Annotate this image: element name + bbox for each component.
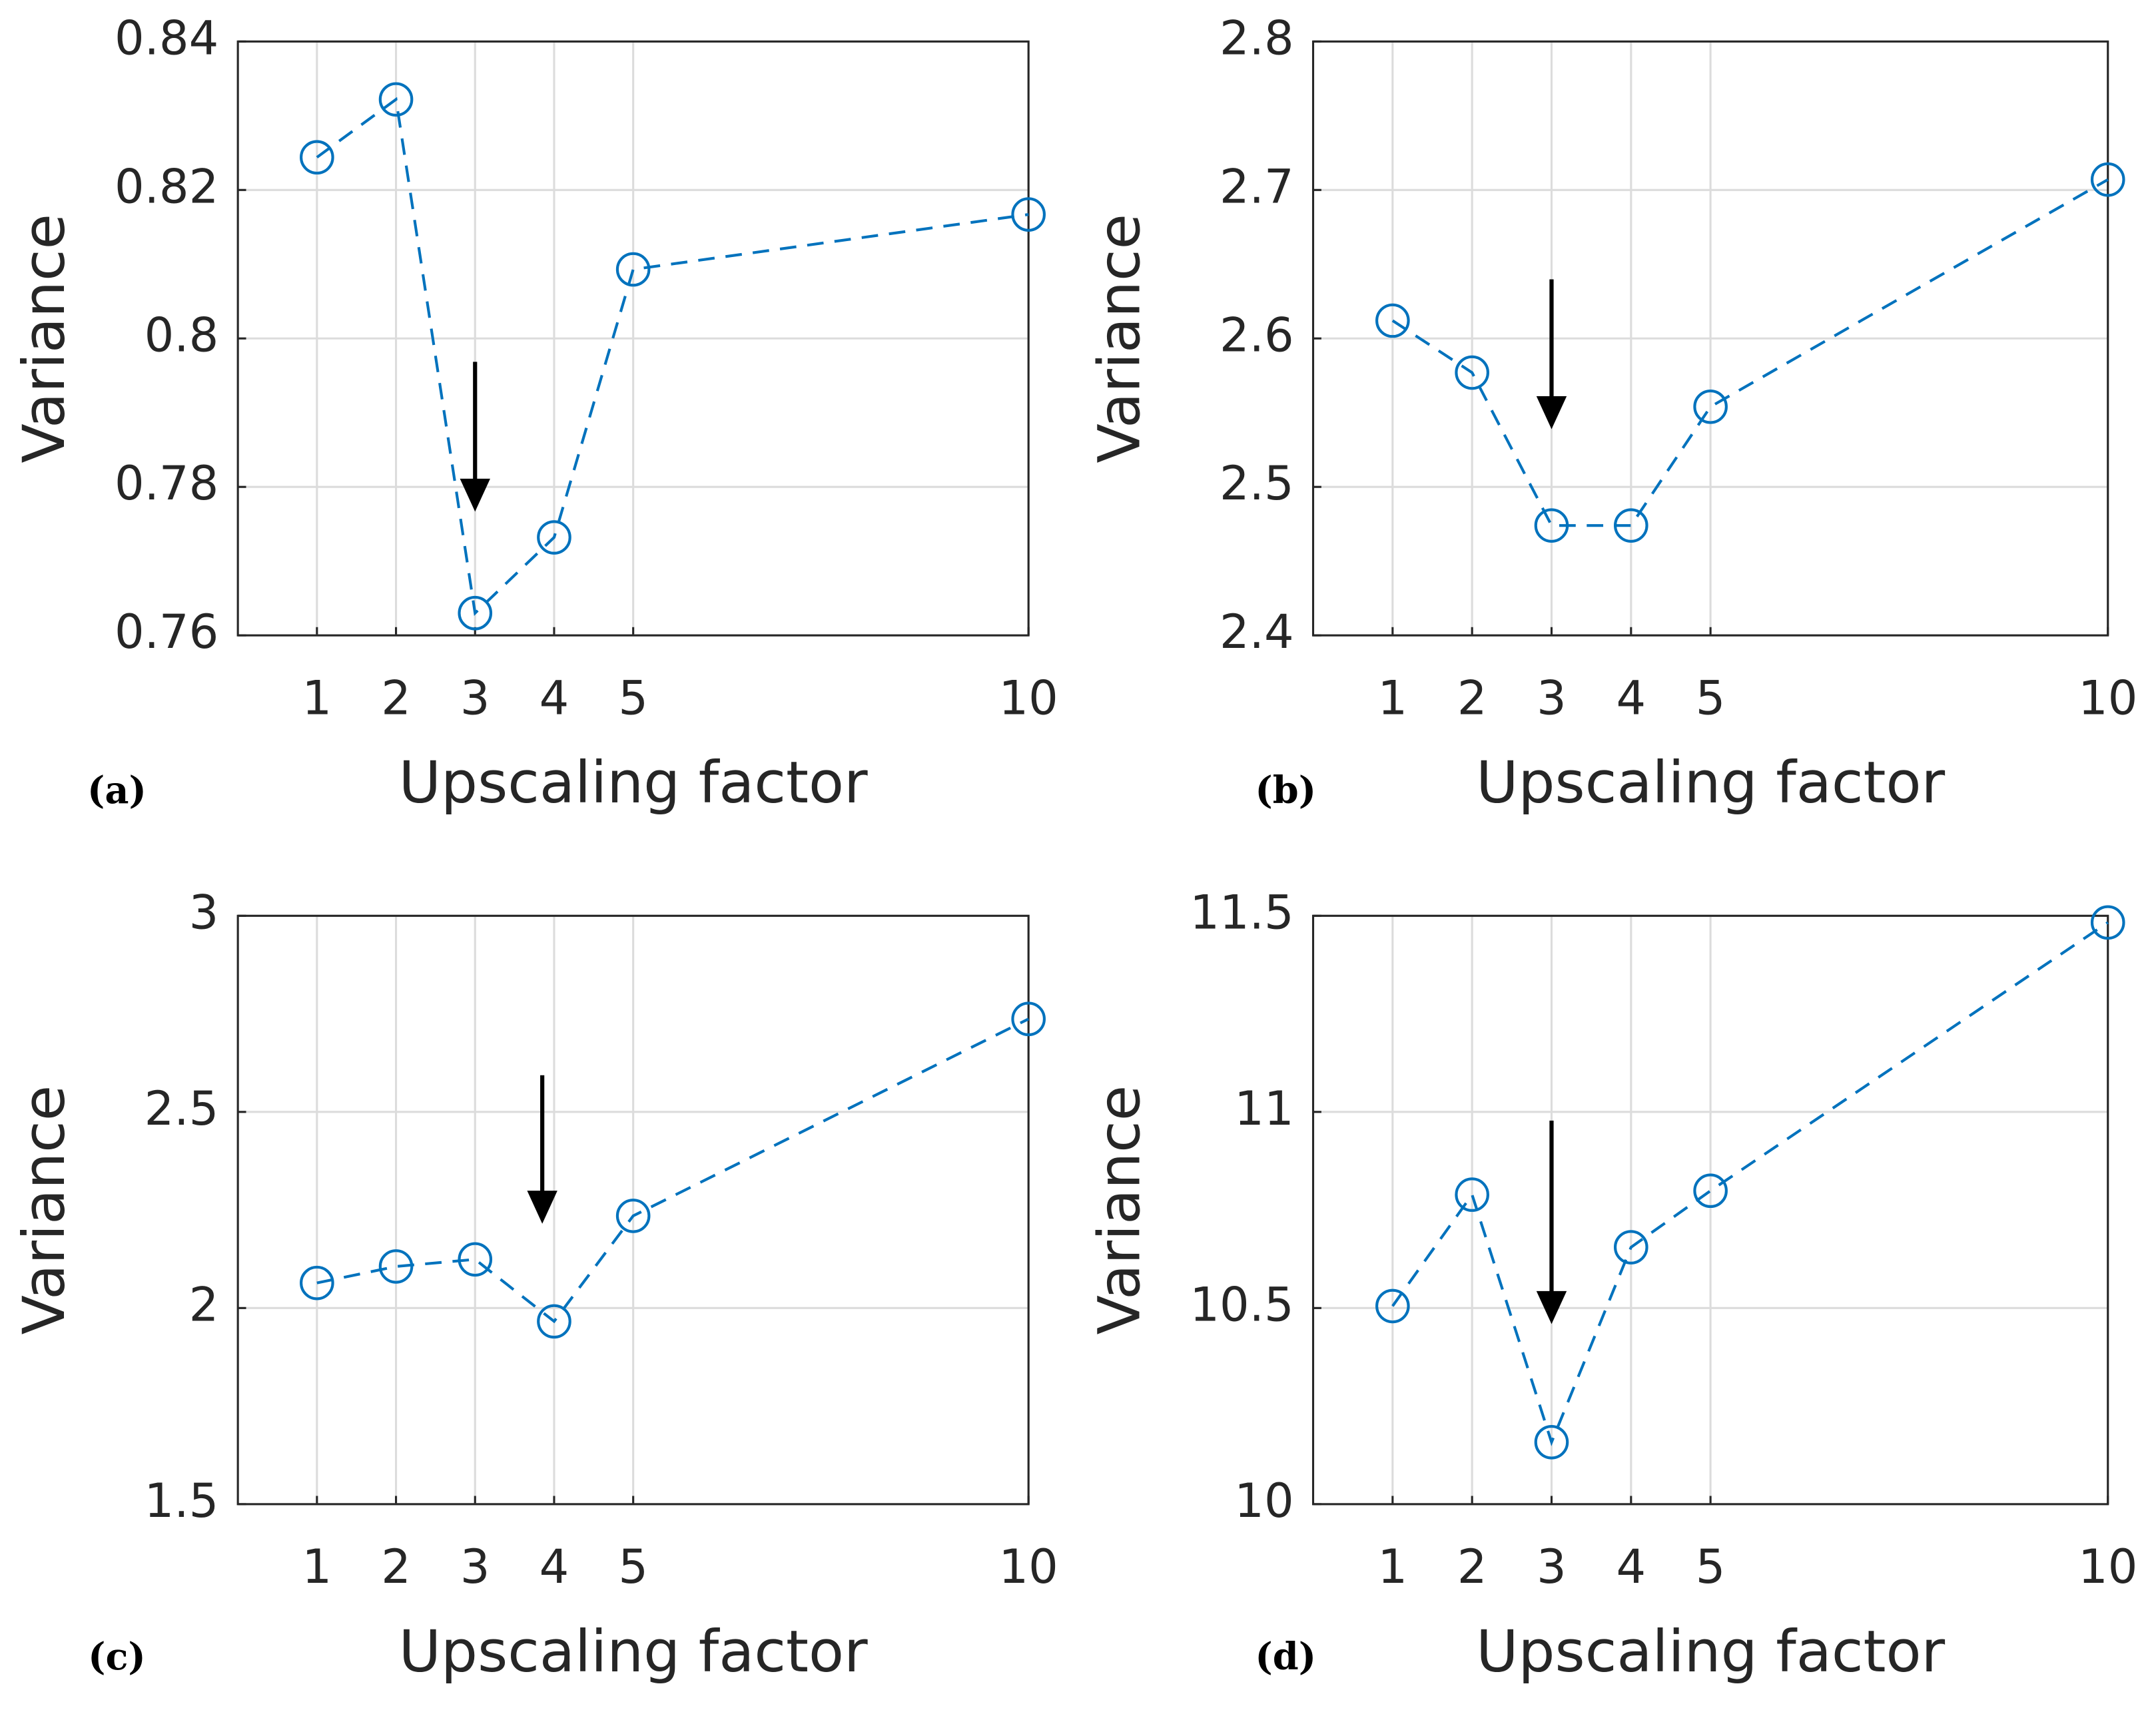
y-tick-label: 10: [1234, 1474, 1293, 1528]
data-point: [300, 1265, 334, 1300]
arrow-head: [1536, 396, 1567, 429]
y-tick-label: 10.5: [1190, 1277, 1293, 1332]
arrow-head: [527, 1191, 557, 1224]
x-tick-label: 4: [539, 671, 569, 725]
y-axis-label: Variance: [1087, 214, 1154, 463]
panel-label: (b): [1255, 769, 1316, 812]
x-axis-label: Upscaling factor: [399, 750, 868, 816]
data-point: [458, 595, 493, 631]
data-line: [1391, 921, 2109, 1446]
data-point: [1534, 508, 1569, 543]
y-axis-label: Variance: [11, 214, 78, 463]
x-tick-label: 10: [2078, 671, 2137, 725]
y-tick-label: 11: [1234, 1081, 1293, 1136]
panel-label: (a): [87, 769, 147, 812]
data-point: [1614, 508, 1648, 543]
x-tick-label: 2: [381, 1540, 411, 1594]
data-line: [316, 1017, 1030, 1324]
y-tick-label: 11.5: [1190, 885, 1293, 940]
x-tick-label: 5: [1696, 1540, 1726, 1594]
y-axis-label: Variance: [1087, 1085, 1154, 1334]
data-point: [300, 140, 334, 175]
plot-frame: [236, 914, 1030, 1506]
data-point: [2090, 162, 2125, 197]
plot-frame: [1311, 914, 2109, 1506]
panel-label: (d): [1255, 1635, 1316, 1679]
data-point: [537, 520, 571, 555]
y-tick-label: 0.8: [145, 308, 219, 362]
x-tick-label: 10: [2078, 1540, 2137, 1594]
plot-frame: [236, 40, 1030, 637]
x-tick-label: 1: [302, 671, 332, 725]
data-point: [1534, 1424, 1569, 1460]
data-point: [615, 252, 651, 287]
y-tick-label: 2: [189, 1277, 219, 1332]
x-tick-label: 10: [999, 1540, 1058, 1594]
y-tick-label: 2.5: [145, 1081, 219, 1136]
data-point: [615, 1199, 651, 1233]
plot-frame: [1311, 40, 2109, 637]
y-axis-label: Variance: [11, 1085, 78, 1334]
panel-label: (c): [88, 1635, 146, 1679]
data-point: [1614, 1230, 1648, 1265]
arrow-head: [1536, 1290, 1567, 1324]
data-point: [1375, 303, 1410, 338]
x-tick-label: 3: [460, 671, 490, 725]
data-point: [378, 82, 414, 117]
panel: 1 2 3 4 5 10 10 10.5 11 11.5 Upscaling factor Varia…: [1087, 885, 2138, 1685]
y-tick-label: 0.82: [115, 159, 218, 214]
x-tick-label: 3: [460, 1540, 490, 1594]
y-tick-label: 2.6: [1220, 308, 1294, 362]
panel: 1 2 3 4 5 10 2.4 2.5 2.6 2.7 2.8 Upscaling factor Va…: [1087, 11, 2138, 816]
x-tick-label: 2: [1457, 1540, 1487, 1594]
data-point: [1455, 355, 1489, 390]
x-tick-label: 4: [539, 1540, 569, 1594]
y-tick-label: 3: [189, 885, 219, 940]
data-point: [2090, 905, 2125, 940]
panel: 1 2 3 4 5 10 0.76 0.78 0.8 0.82 0.84 Upscaling fact…: [11, 11, 1058, 816]
data-point: [378, 1249, 414, 1284]
x-tick-label: 3: [1537, 1540, 1567, 1594]
x-tick-label: 5: [618, 671, 648, 725]
x-tick-label: 2: [1457, 671, 1487, 725]
data-line: [316, 97, 1029, 616]
x-tick-label: 4: [1616, 1540, 1646, 1594]
x-tick-label: 1: [1378, 1540, 1408, 1594]
y-tick-label: 0.84: [115, 11, 218, 65]
x-tick-label: 1: [302, 1540, 332, 1594]
data-point: [1693, 390, 1728, 424]
x-tick-label: 10: [999, 671, 1058, 725]
y-tick-label: 0.78: [115, 456, 218, 511]
y-tick-label: 1.5: [145, 1474, 219, 1528]
data-point: [1011, 197, 1046, 232]
data-point: [1455, 1177, 1489, 1212]
data-point: [1011, 1001, 1046, 1037]
y-tick-label: 2.4: [1220, 605, 1294, 659]
x-axis-label: Upscaling factor: [1476, 750, 1945, 816]
x-tick-label: 1: [1378, 671, 1408, 725]
x-axis-label: Upscaling factor: [399, 1619, 868, 1685]
arrow-head: [460, 478, 490, 512]
y-tick-label: 2.8: [1220, 11, 1294, 65]
data-point: [537, 1304, 571, 1339]
y-tick-label: 2.7: [1220, 159, 1294, 214]
y-tick-label: 0.76: [115, 605, 218, 659]
data-point: [1375, 1288, 1410, 1324]
x-axis-label: Upscaling factor: [1476, 1619, 1945, 1685]
data-point: [458, 1242, 493, 1277]
x-tick-label: 2: [381, 671, 411, 725]
data-line: [1391, 178, 2109, 527]
data-point: [1693, 1173, 1728, 1209]
x-tick-label: 5: [1696, 671, 1726, 725]
x-tick-label: 4: [1616, 671, 1646, 725]
x-tick-label: 5: [618, 1540, 648, 1594]
y-tick-label: 2.5: [1220, 456, 1294, 511]
x-tick-label: 3: [1537, 671, 1567, 725]
